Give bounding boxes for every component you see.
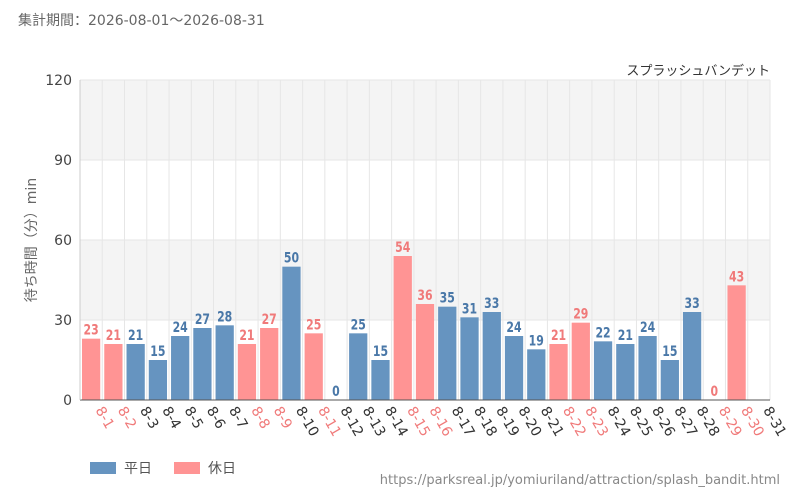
bar[interactable] — [727, 285, 746, 400]
x-tick-label: 8-5 — [181, 404, 206, 432]
bars — [82, 256, 746, 401]
bar[interactable] — [215, 325, 234, 400]
bar[interactable] — [304, 333, 323, 400]
x-tick-label: 8-3 — [136, 404, 161, 432]
bar[interactable] — [504, 336, 524, 400]
data-label: 31 — [462, 300, 477, 317]
data-label: 29 — [573, 305, 588, 322]
x-tick-label: 8-6 — [203, 404, 228, 432]
legend-swatch-weekday — [90, 462, 116, 474]
bar[interactable] — [460, 317, 479, 400]
bar[interactable] — [82, 338, 101, 400]
y-tick-label: 90 — [54, 153, 72, 169]
background-bands — [80, 80, 770, 320]
bar[interactable] — [616, 344, 635, 400]
bar[interactable] — [126, 344, 145, 400]
data-label: 27 — [195, 311, 210, 328]
data-label: 35 — [440, 289, 455, 306]
x-axis-labels: 8-18-28-38-48-58-68-78-88-98-108-118-128… — [92, 404, 789, 440]
bar[interactable] — [571, 322, 590, 400]
y-tick-label: 120 — [45, 73, 72, 89]
bar[interactable] — [549, 344, 568, 400]
bar[interactable] — [638, 336, 657, 400]
bar[interactable] — [393, 256, 412, 400]
data-label: 22 — [595, 324, 610, 341]
data-label: 15 — [373, 343, 388, 360]
x-tick-label: 8-2 — [114, 404, 139, 432]
bar[interactable] — [660, 360, 679, 400]
data-label: 21 — [106, 327, 121, 344]
legend-item-holiday[interactable]: 休日 — [174, 458, 236, 478]
y-tick-label: 60 — [54, 233, 72, 249]
bar[interactable] — [349, 333, 368, 400]
background-band — [80, 80, 770, 160]
y-tick-label: 0 — [63, 393, 72, 409]
data-label: 21 — [128, 327, 143, 344]
data-label: 21 — [618, 327, 633, 344]
data-label: 54 — [395, 239, 410, 256]
data-label: 21 — [551, 327, 566, 344]
legend-label-holiday: 休日 — [208, 461, 236, 477]
legend: 平日 休日 — [90, 458, 236, 478]
data-label: 21 — [239, 327, 254, 344]
bar[interactable] — [415, 304, 435, 400]
data-label: 19 — [529, 332, 544, 349]
bar[interactable] — [527, 349, 546, 400]
y-axis-ticks: 0 30 60 90 120 — [45, 73, 72, 409]
data-label: 15 — [150, 343, 165, 360]
x-tick-label: 8-4 — [158, 404, 183, 432]
data-label: 0 — [332, 383, 340, 400]
bar[interactable] — [282, 266, 301, 400]
data-label: 24 — [506, 319, 521, 336]
bar[interactable] — [193, 328, 212, 400]
value-labels: 23 21 21 15 24 27 28 21 27 50 25 0 25 15 54 36 35 31 33 24 1… — [84, 239, 745, 400]
data-label: 25 — [306, 316, 321, 333]
y-tick-label: 30 — [54, 313, 72, 329]
data-label: 23 — [84, 321, 99, 338]
y-axis-title: 待ち時間（分）min — [24, 178, 40, 302]
period-label: 集計期間：2026-08-01～2026-08-31 — [18, 13, 265, 29]
x-tick-label: 8-9 — [270, 404, 295, 432]
bar[interactable] — [371, 360, 390, 400]
legend-label-weekday: 平日 — [124, 461, 152, 477]
bar[interactable] — [260, 328, 279, 400]
data-label: 33 — [484, 295, 499, 312]
source-url[interactable]: https://parksreal.jp/yomiuriland/attract… — [379, 473, 780, 488]
x-tick-label: 8-8 — [247, 404, 272, 432]
legend-item-weekday[interactable]: 平日 — [90, 458, 152, 478]
x-tick-label: 8-7 — [225, 404, 250, 432]
bar[interactable] — [171, 336, 190, 400]
bar[interactable] — [438, 306, 457, 400]
x-tick-label: 8-31 — [759, 404, 789, 440]
data-label: 24 — [640, 319, 655, 336]
data-label: 27 — [262, 311, 277, 328]
bar[interactable] — [682, 312, 702, 400]
data-label: 0 — [711, 383, 719, 400]
data-label: 15 — [662, 343, 677, 360]
data-label: 25 — [351, 316, 366, 333]
data-label: 43 — [729, 268, 744, 285]
bar[interactable] — [237, 344, 257, 400]
data-label: 24 — [173, 319, 188, 336]
bar[interactable] — [104, 344, 123, 400]
bar[interactable] — [593, 341, 613, 400]
legend-swatch-holiday — [174, 462, 200, 474]
data-label: 28 — [217, 308, 232, 325]
bar[interactable] — [148, 360, 168, 400]
x-tick-label: 8-1 — [92, 404, 117, 432]
data-label: 50 — [284, 249, 299, 266]
bar[interactable] — [482, 312, 501, 400]
data-label: 33 — [684, 295, 699, 312]
chart-title: スプラッシュバンデット — [626, 63, 770, 79]
data-label: 36 — [417, 287, 432, 304]
